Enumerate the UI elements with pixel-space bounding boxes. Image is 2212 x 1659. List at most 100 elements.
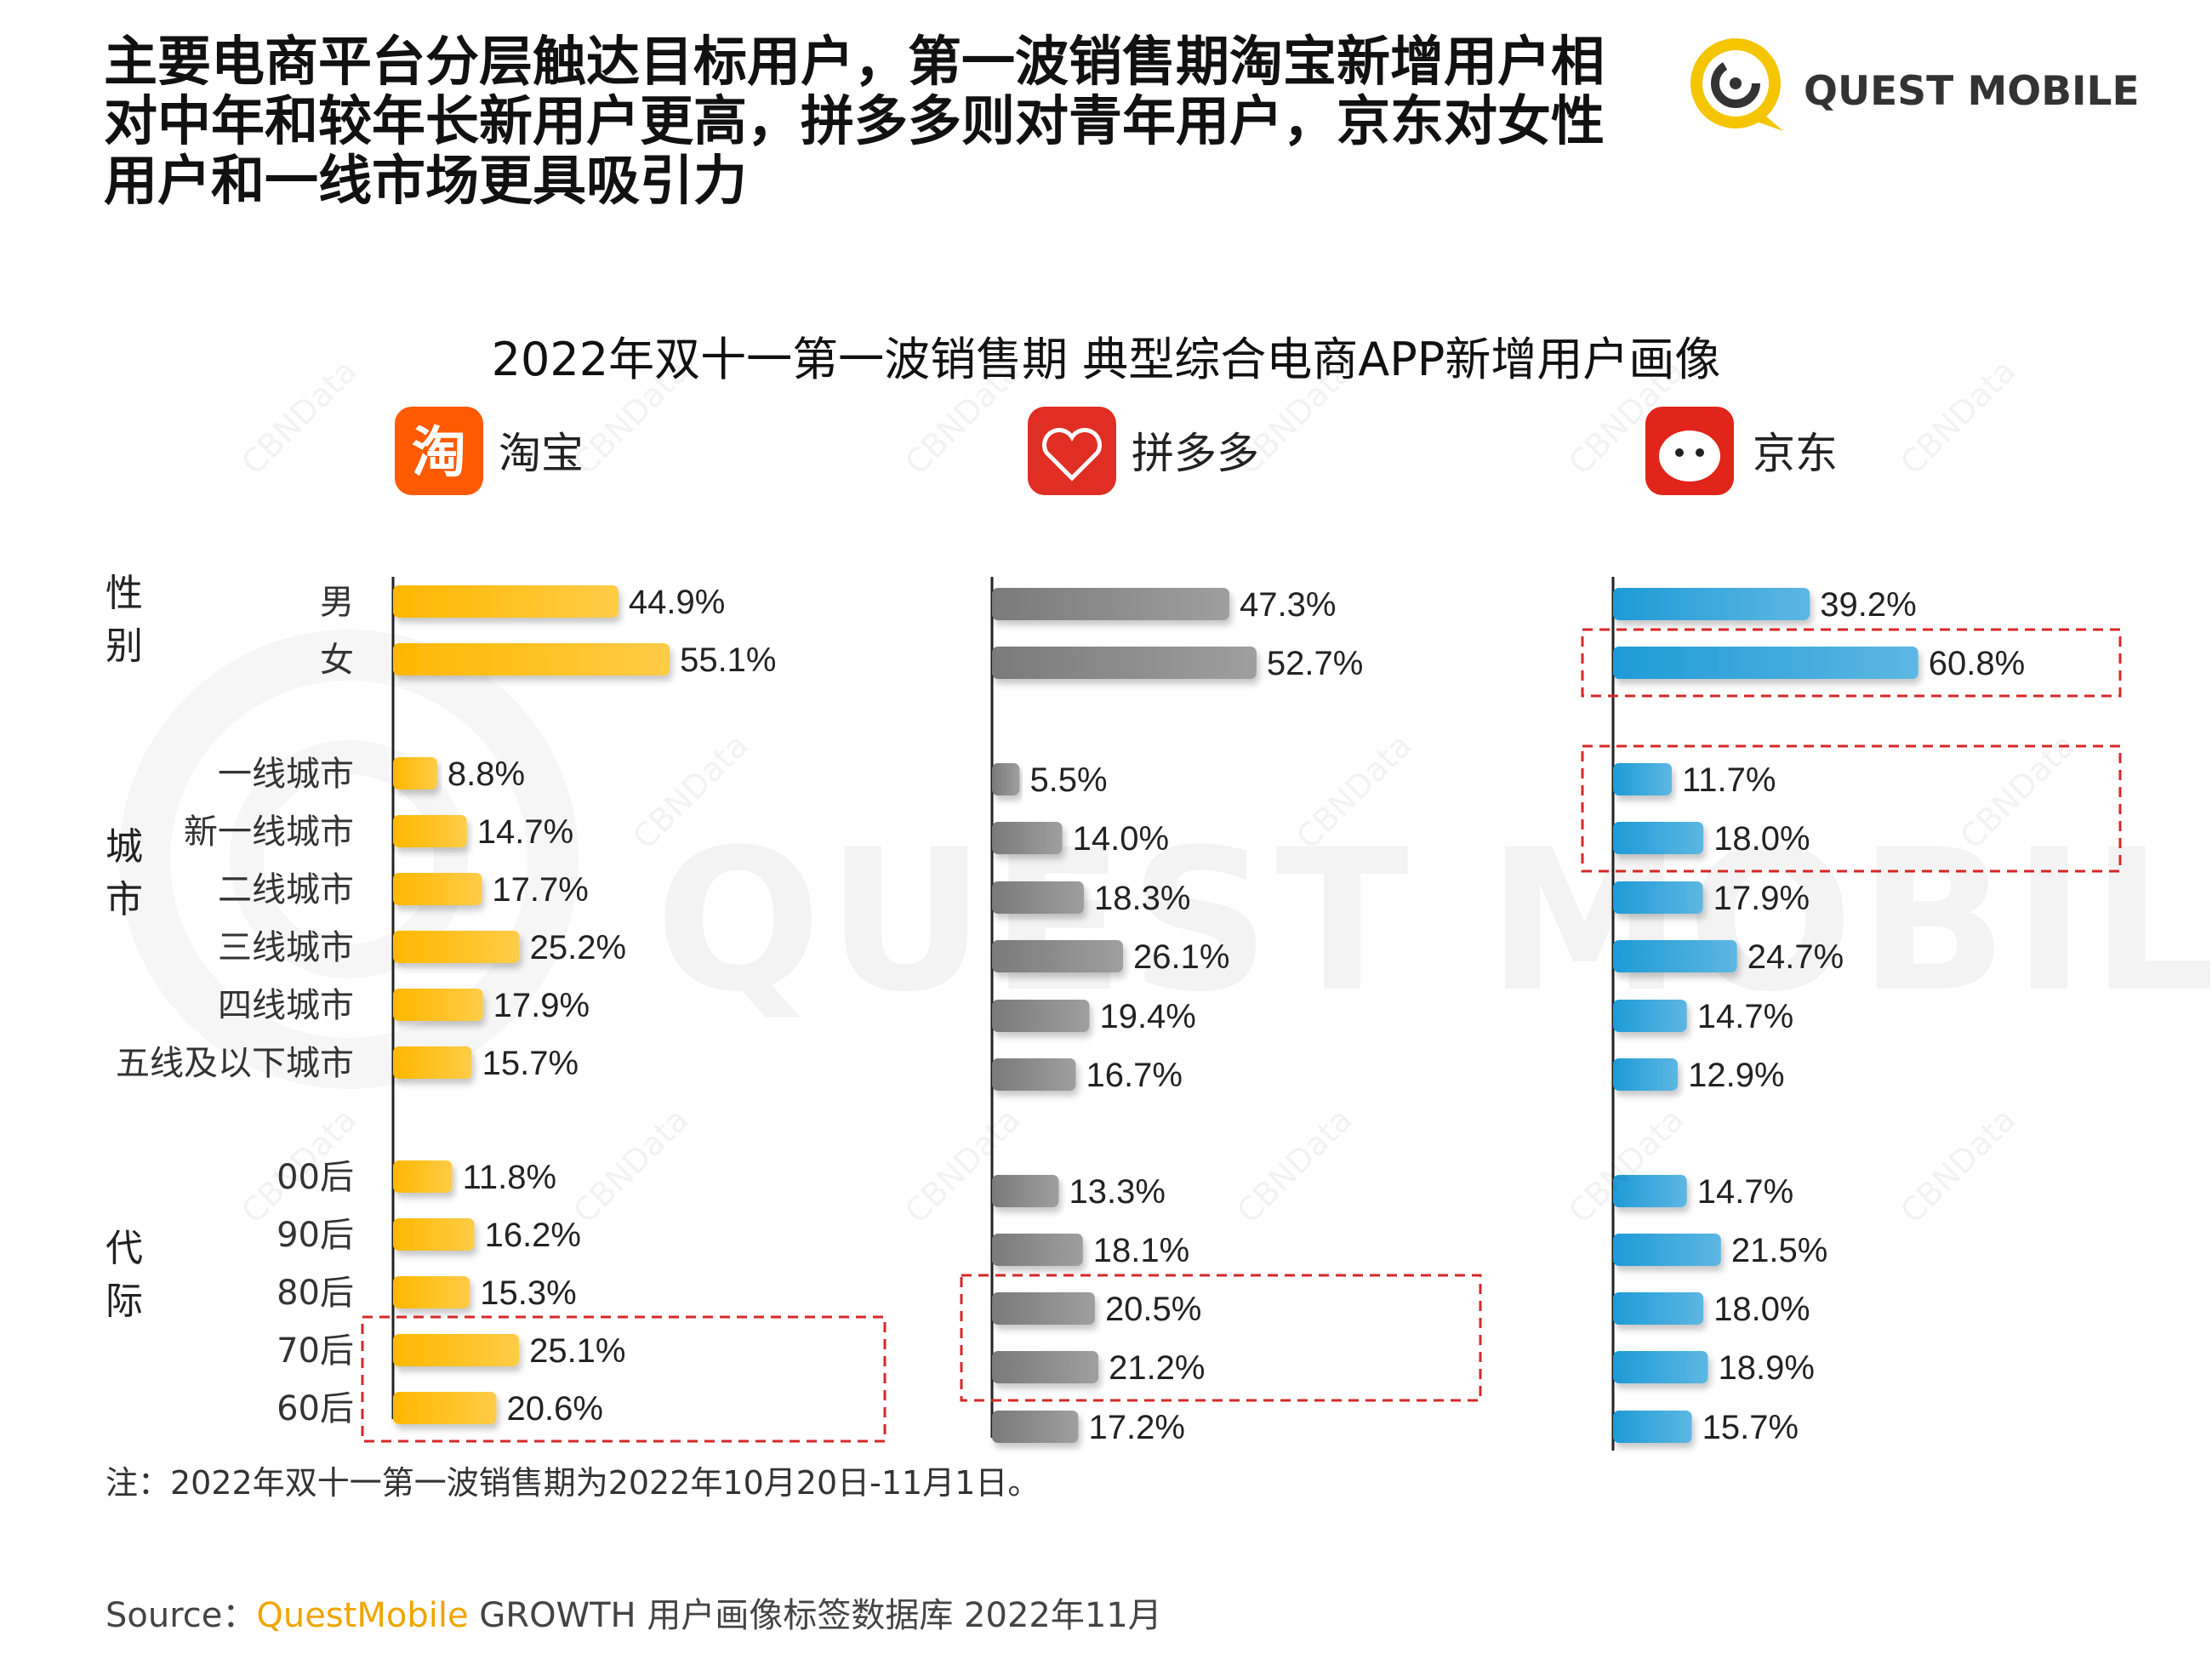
group-label-2-1: 际 — [105, 1280, 143, 1323]
app-name: 京东 — [1753, 429, 1838, 478]
bar — [393, 989, 483, 1021]
watermark-text: QUEST MOBILE — [655, 808, 2212, 1035]
bar — [992, 1292, 1095, 1325]
watermark-tile: CBNData — [566, 1101, 696, 1231]
watermark-tile: CBNData — [898, 352, 1028, 482]
data-label: 8.8% — [448, 755, 525, 793]
bar — [992, 1000, 1090, 1032]
bar — [1613, 1351, 1708, 1383]
bar — [393, 585, 619, 618]
data-label: 14.7% — [1697, 1173, 1793, 1211]
source-rest: GROWTH 用户画像标签数据库 2022年11月 — [468, 1596, 1162, 1635]
data-label: 15.7% — [482, 1045, 579, 1082]
group-label-0-1: 别 — [105, 624, 143, 668]
data-label: 11.7% — [1682, 761, 1776, 799]
group-label-2-0: 代 — [105, 1227, 143, 1270]
highlight-box — [1581, 744, 2122, 873]
taobao-icon-glyph: 淘 — [412, 422, 466, 485]
bar — [1613, 1058, 1679, 1091]
data-label: 26.1% — [1133, 938, 1229, 976]
pinduoduo-heart-icon — [1042, 428, 1102, 482]
data-label: 17.2% — [1088, 1409, 1184, 1446]
bar — [393, 757, 437, 790]
watermark-tile: CBNData — [1561, 1101, 1691, 1231]
data-label: 17.9% — [493, 987, 590, 1024]
data-label: 18.9% — [1719, 1349, 1815, 1387]
bar — [992, 1351, 1099, 1383]
data-label: 14.0% — [1073, 820, 1169, 858]
category-label: 90后 — [276, 1216, 354, 1255]
source-line: Source：QuestMobile GROWTH 用户画像标签数据库 2022… — [105, 1588, 1162, 1637]
bar — [992, 763, 1020, 795]
headline-line-2: 对中年和较年长新用户更高，拼多多则对青年用户，京东对女性 — [104, 90, 1605, 152]
data-label: 20.5% — [1105, 1291, 1201, 1328]
bar — [1613, 763, 1673, 795]
watermark-tile: CBNData — [1229, 352, 1360, 482]
bar — [992, 588, 1230, 620]
group-label-0-0: 性 — [105, 572, 143, 615]
watermark-tile: CBNData — [566, 352, 696, 482]
data-label: 24.7% — [1747, 938, 1844, 976]
data-label: 17.7% — [492, 871, 588, 909]
watermark-tile: CBNData — [1289, 727, 1419, 857]
bar — [1613, 588, 1810, 620]
taobao-app-icon — [395, 407, 483, 495]
data-label: 5.5% — [1029, 761, 1107, 799]
data-label: 47.3% — [1240, 586, 1336, 624]
bar — [393, 1160, 453, 1193]
bar — [1613, 1000, 1687, 1032]
pinduoduo-app-icon — [1028, 407, 1116, 495]
quest-mobile-logo-icon — [1690, 38, 1783, 131]
watermark-tile: CBNData — [1229, 1101, 1360, 1231]
category-label: 70后 — [276, 1331, 354, 1371]
data-label: 15.3% — [480, 1274, 576, 1312]
category-label: 四线城市 — [218, 986, 354, 1025]
data-label: 55.1% — [680, 641, 776, 679]
jd-dog-face-icon — [1659, 430, 1720, 482]
data-label: 12.9% — [1688, 1057, 1784, 1094]
bar — [1613, 940, 1737, 972]
data-label: 11.8% — [463, 1159, 556, 1196]
bar — [393, 1276, 470, 1308]
category-label: 三线城市 — [218, 928, 354, 967]
bar — [1613, 1292, 1704, 1325]
bar — [992, 881, 1084, 914]
jd-dog-eye-icon — [1696, 448, 1704, 457]
data-label: 52.7% — [1267, 645, 1363, 682]
category-label: 二线城市 — [218, 870, 354, 909]
category-label: 一线城市 — [218, 755, 354, 794]
data-label: 14.7% — [1697, 998, 1793, 1035]
bar — [1613, 1175, 1687, 1207]
data-label: 18.1% — [1093, 1232, 1189, 1269]
bar — [992, 940, 1123, 972]
category-label: 女 — [320, 641, 354, 680]
bar — [992, 1234, 1083, 1266]
headline-line-3: 用户和一线市场更具吸引力 — [104, 150, 747, 212]
highlight-box — [1581, 628, 2122, 698]
category-label: 五线及以下城市 — [116, 1044, 354, 1083]
watermark-tile: CBNData — [1893, 352, 2023, 482]
bar — [992, 1411, 1079, 1443]
bar — [393, 1392, 497, 1424]
quest-mobile-logo-text: QUEST MOBILE — [1804, 68, 2140, 115]
data-label: 13.3% — [1069, 1173, 1165, 1211]
group-label-1-1: 市 — [105, 878, 143, 921]
quest-mobile-logo: QUEST MOBILE — [1683, 27, 2142, 138]
data-label: 39.2% — [1820, 586, 1916, 624]
data-label: 21.2% — [1109, 1349, 1205, 1387]
headline: 主要电商平台分层触达目标用户，第一波销售期淘宝新增用户相 对中年和较年长新用户更… — [104, 32, 1686, 211]
data-label: 18.0% — [1713, 820, 1810, 858]
app-name: 淘宝 — [499, 429, 584, 478]
watermark-tile: CBNData — [625, 727, 755, 857]
highlight-box — [361, 1315, 887, 1443]
bar — [393, 643, 670, 676]
data-label: 25.2% — [530, 929, 626, 966]
category-label: 新一线城市 — [184, 812, 354, 852]
data-label: 14.7% — [477, 813, 573, 851]
data-label: 16.7% — [1086, 1057, 1183, 1094]
data-label: 60.8% — [1929, 645, 2025, 682]
watermark-tile: CBNData — [234, 352, 364, 482]
source-brand: QuestMobile — [256, 1596, 469, 1635]
highlight-box — [960, 1274, 1482, 1402]
